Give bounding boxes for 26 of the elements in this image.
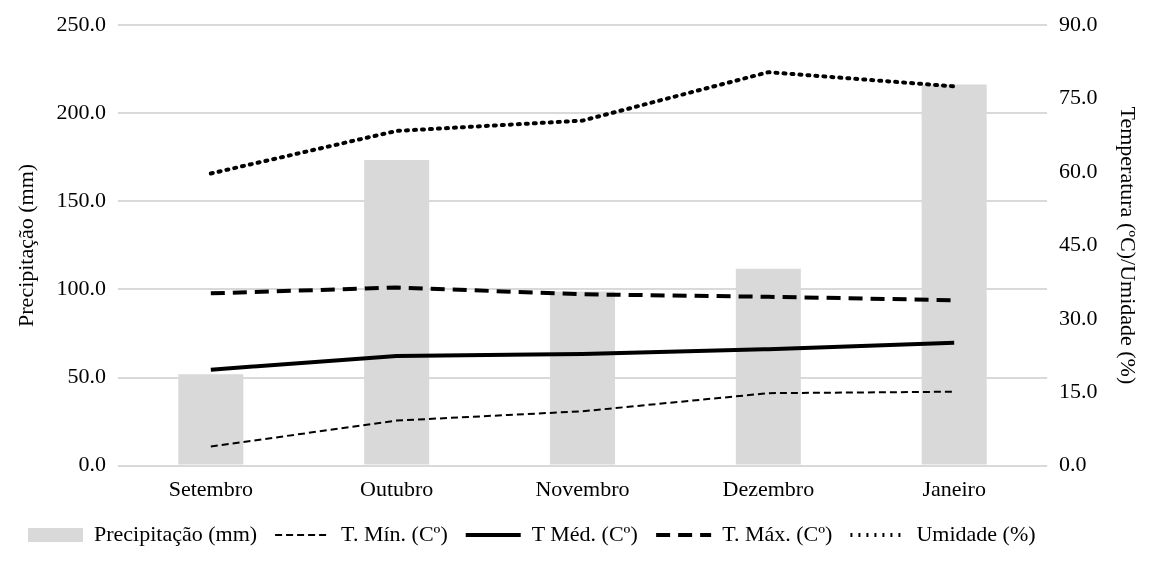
line-series [208, 70, 957, 176]
y-tick-label: 100.0 [56, 275, 106, 301]
y2-tick-label: 15.0 [1059, 377, 1098, 403]
y-tick-label: 250.0 [56, 10, 106, 36]
y2-axis-title: Temperatura (ºC)/Umidade (%) [1116, 106, 1142, 385]
legend-label: T. Mín. (Cº) [341, 520, 448, 546]
x-tick-label: Outubro [360, 475, 434, 501]
y2-tick-label: 75.0 [1059, 84, 1098, 110]
y2-tick-label: 90.0 [1059, 10, 1098, 36]
x-tick-label: Setembro [168, 475, 253, 501]
legend-label: T. Máx. (Cº) [722, 520, 833, 546]
y-tick-label: 200.0 [56, 99, 106, 125]
y2-tick-label: 60.0 [1059, 157, 1098, 183]
legend-label: T Méd. (Cº) [531, 520, 638, 546]
legend-label: Umidade (%) [916, 520, 1036, 546]
x-tick-label: Novembro [535, 475, 630, 501]
y2-tick-label: 45.0 [1059, 231, 1098, 257]
y2-tick-label: 30.0 [1059, 304, 1098, 330]
x-tick-label: Janeiro [922, 475, 986, 501]
y-tick-label: 150.0 [56, 187, 106, 213]
x-tick-label: Dezembro [722, 475, 815, 501]
y-tick-label: 0.0 [78, 451, 106, 477]
legend-label: Precipitação (mm) [94, 520, 258, 546]
y-axis-title: Precipitação (mm) [12, 163, 38, 327]
y2-tick-label: 0.0 [1059, 451, 1087, 477]
y-tick-label: 50.0 [67, 363, 106, 389]
